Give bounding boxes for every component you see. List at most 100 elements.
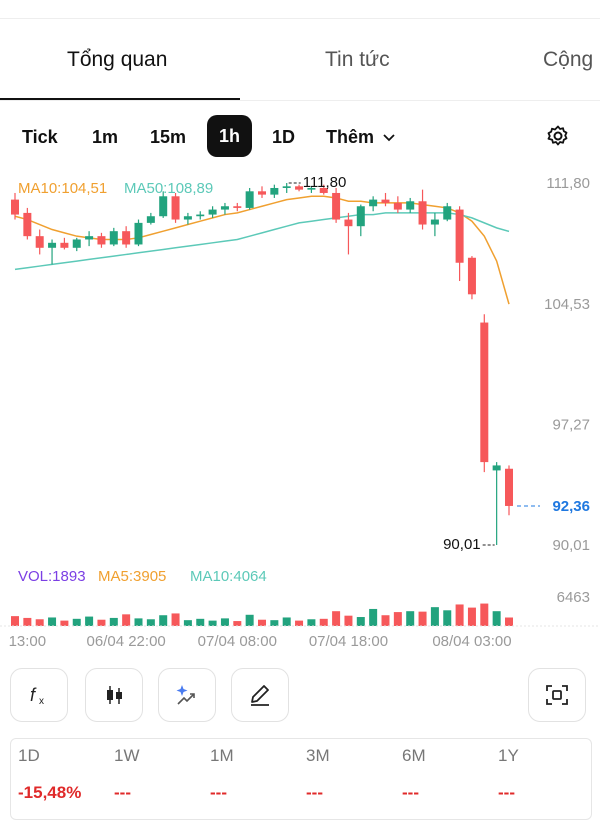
volume-bar [282,617,291,626]
volume-bar [319,618,328,626]
volume-bar [97,619,106,626]
volume-bar [159,615,168,626]
volume-bar [196,618,205,626]
candle-body [393,202,402,210]
price-chart: 111,80 104,53 97,27 90,01 MA10:104,51 MA50:10… [0,174,600,650]
last-price-label: 92,36 [552,498,590,515]
timeframe-option[interactable]: 1h [207,115,253,157]
volume-legend: MA5:3905 [98,568,166,585]
candle-body [356,206,365,227]
candle-body [295,186,304,190]
volume-bar [109,617,118,626]
volume-bar [122,614,131,626]
timeframe-option[interactable]: Tick [22,127,58,147]
volume-legend: VOL:1893 [18,568,86,585]
candle-body [208,209,217,215]
volume-bar [492,611,501,626]
volume-bar [443,610,452,626]
period-label: 1M [210,746,234,765]
volume-bar [505,617,513,626]
fullscreen-button[interactable] [528,668,586,722]
volume-bar [270,620,279,626]
volume-bar [134,618,143,626]
timeframe-option[interactable]: Thêm [326,124,396,150]
volume-bar [258,619,266,626]
volume-bar [369,608,378,626]
volume-bar [48,617,57,626]
y-tick-label: 104,53 [544,296,590,313]
volume-bar [245,614,254,626]
candle-body [35,236,44,248]
volume-bar [418,611,427,626]
candle-body [443,206,452,220]
candle-body [282,186,291,188]
period-label: 1Y [498,746,519,765]
candle-body [171,196,180,220]
timeframe-option[interactable]: 1m [92,127,119,147]
settings-icon[interactable] [546,124,570,148]
svg-text:x: x [39,696,44,707]
tab[interactable]: Tin tức [325,48,390,71]
legend-entry: MA10:104,51 [18,180,107,197]
candle-body [85,236,94,240]
period-change: -15,48% [18,783,82,802]
tab-indicator [0,98,240,101]
high-marker-label: 111,80 [303,174,347,191]
y-tick-label: 97,27 [552,416,590,433]
status-divider [0,18,600,19]
candle-style-button[interactable] [85,668,143,722]
candle-body [245,191,254,208]
candle-body [48,242,57,248]
period-label: 1W [114,746,140,765]
candle-body [467,257,476,295]
x-tick-label: 07/04 18:00 [309,633,388,650]
svg-text:f: f [30,685,37,705]
volume-bar [393,612,402,626]
candle-body [406,201,415,210]
volume-bar [220,618,229,626]
volume-bar [233,621,242,626]
period-change: --- [402,783,419,802]
volume-bar [35,619,44,626]
candle-body [332,192,341,220]
ma-line [14,195,510,305]
volume-bar [332,611,341,626]
candle-body [233,206,242,208]
candle-body [159,196,168,217]
volume-bar [60,620,69,626]
volume-bar [295,620,304,626]
candle-body [72,239,81,248]
volume-bar [381,615,390,626]
volume-bar [23,617,32,626]
volume-bar [344,615,353,626]
volume-bar [307,619,316,626]
volume-bar [85,616,94,626]
volume-legend: MA10:4064 [190,568,267,585]
pencil-icon [251,685,269,706]
timeframe-option[interactable]: 15m [150,127,187,147]
volume-bar [208,620,217,626]
screen: Tổng quan Tin tức Cộng Tick 1m 15m 1h 1D Thêm… [0,18,600,820]
tab[interactable]: Tổng quan [67,48,168,71]
volume-bar [183,620,192,626]
legend-entry: MA50:108,89 [124,180,213,197]
tab[interactable]: Cộng [543,48,594,71]
candle-body [258,191,266,195]
volume-bar [146,619,155,626]
volume-tick-label: 6463 [557,589,590,606]
candle-body [97,236,106,245]
candle-body [146,216,155,223]
candle-body [11,199,19,215]
period-change: --- [114,783,131,802]
candle-body [480,322,489,463]
candle-body [455,209,464,263]
candle-body [134,222,143,245]
candle-body [122,231,131,245]
x-tick-label: 06/04 22:00 [87,633,166,650]
draw-button[interactable] [231,668,289,722]
timeframe-option[interactable]: 1D [272,127,296,147]
ai-button[interactable] [158,668,216,722]
volume-bar [467,607,476,626]
